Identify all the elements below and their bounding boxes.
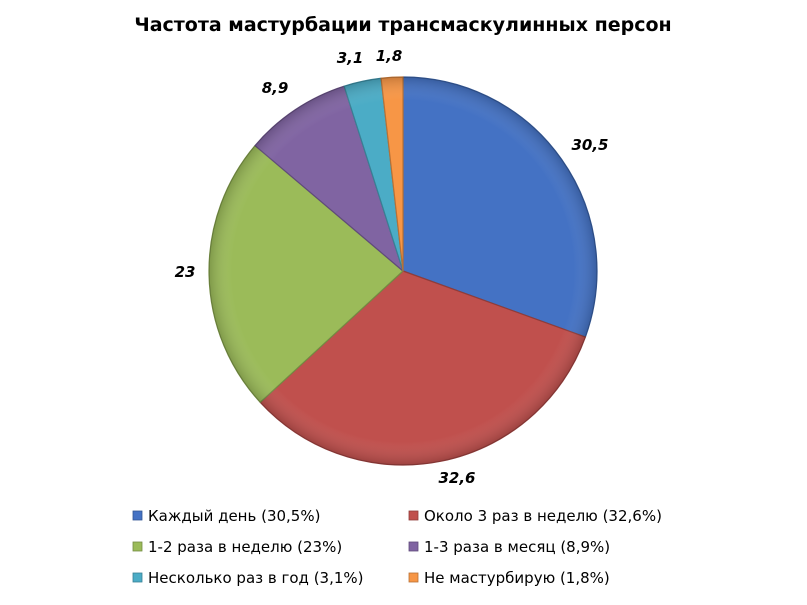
legend-item-6: Не мастурбирую (1,8%) <box>408 569 610 587</box>
chart-title: Частота мастурбации трансмаскулинных пер… <box>134 14 671 36</box>
legend-swatch-2 <box>408 510 419 521</box>
slice-6-data-label: 1,8 <box>376 47 403 65</box>
legend-swatch-1 <box>132 510 143 521</box>
legend-item-4: 1-3 раза в месяц (8,9%) <box>408 538 610 556</box>
slice-5-data-label: 3,1 <box>337 49 364 67</box>
legend-label-3: 1-2 раза в неделю (23%) <box>148 538 342 556</box>
data-labels: 30,5 32,6 23 8,9 3,1 1,8 <box>175 47 609 487</box>
legend-swatch-3 <box>132 541 143 552</box>
legend-item-1: Каждый день (30,5%) <box>132 507 320 525</box>
legend-item-5: Несколько раз в год (3,1%) <box>132 569 364 587</box>
legend-label-5: Несколько раз в год (3,1%) <box>148 569 364 587</box>
legend-swatch-4 <box>408 541 419 552</box>
legend-label-4: 1-3 раза в месяц (8,9%) <box>424 538 610 556</box>
legend-swatch-6 <box>408 572 419 583</box>
legend-label-6: Не мастурбирую (1,8%) <box>424 569 610 587</box>
slice-2-data-label: 32,6 <box>438 469 475 487</box>
pie-slices <box>208 76 598 466</box>
slice-4-data-label: 8,9 <box>262 79 289 97</box>
legend-swatch-5 <box>132 572 143 583</box>
legend-item-2: Около 3 раз в неделю (32,6%) <box>408 507 662 525</box>
legend: Каждый день (30,5%) Около 3 раз в неделю … <box>132 507 662 587</box>
legend-item-3: 1-2 раза в неделю (23%) <box>132 538 342 556</box>
slice-1-data-label: 30,5 <box>571 136 608 154</box>
legend-label-1: Каждый день (30,5%) <box>148 507 320 525</box>
slice-3-data-label: 23 <box>175 263 196 281</box>
legend-label-2: Около 3 раз в неделю (32,6%) <box>424 507 662 525</box>
